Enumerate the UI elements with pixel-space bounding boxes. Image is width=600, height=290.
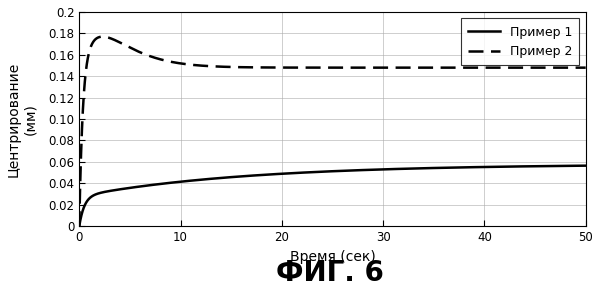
Пример 2 bbox=[454, 66, 461, 69]
X-axis label: Время (сек): Время (сек) bbox=[290, 250, 376, 264]
Line: Пример 2: Пример 2 bbox=[79, 37, 586, 226]
Пример 1 bbox=[492, 165, 499, 168]
Пример 2 bbox=[492, 66, 499, 69]
Line: Пример 1: Пример 1 bbox=[79, 166, 586, 226]
Пример 2 bbox=[582, 66, 589, 69]
Пример 2 bbox=[405, 66, 412, 69]
Text: ФИГ. 6: ФИГ. 6 bbox=[276, 259, 384, 287]
Пример 1 bbox=[379, 168, 386, 171]
Y-axis label: Центрирование
(мм): Центрирование (мм) bbox=[7, 61, 37, 177]
Пример 2 bbox=[76, 224, 83, 228]
Пример 1 bbox=[405, 167, 412, 170]
Пример 2 bbox=[379, 66, 386, 69]
Пример 1 bbox=[582, 164, 589, 167]
Пример 2 bbox=[269, 66, 277, 69]
Пример 1 bbox=[76, 224, 83, 228]
Legend: Пример 1, Пример 2: Пример 1, Пример 2 bbox=[461, 18, 580, 66]
Пример 2 bbox=[99, 35, 106, 38]
Пример 1 bbox=[269, 173, 277, 176]
Пример 1 bbox=[167, 181, 175, 184]
Пример 2 bbox=[168, 60, 175, 64]
Пример 1 bbox=[454, 166, 461, 169]
